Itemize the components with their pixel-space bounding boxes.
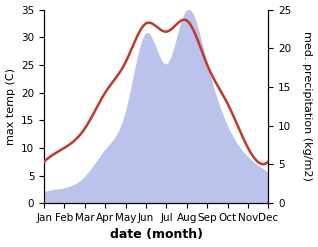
- Y-axis label: med. precipitation (kg/m2): med. precipitation (kg/m2): [302, 31, 313, 181]
- Y-axis label: max temp (C): max temp (C): [5, 68, 16, 145]
- X-axis label: date (month): date (month): [110, 228, 203, 242]
